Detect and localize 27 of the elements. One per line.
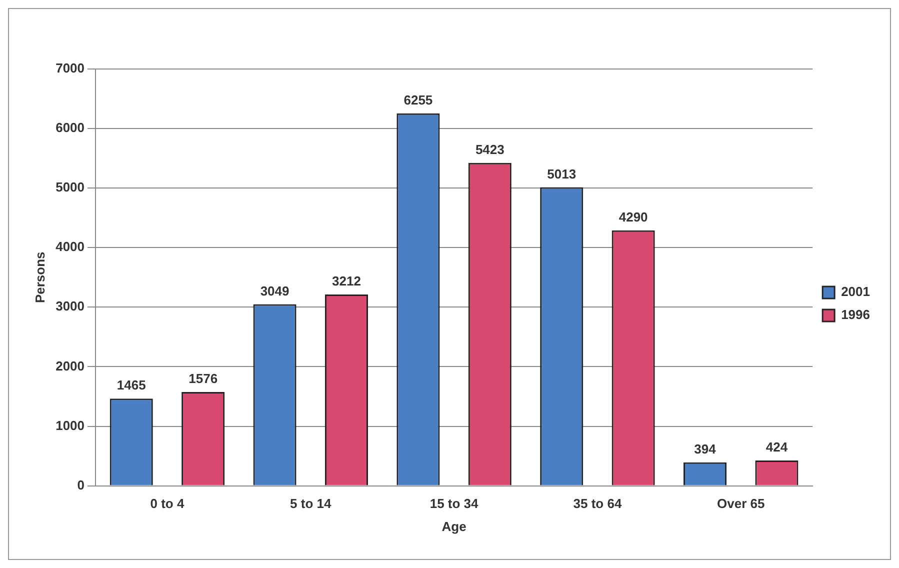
data-label: 3212 [332,274,361,289]
data-label: 1465 [116,378,146,393]
x-tick-label: 5 to 14 [290,496,332,512]
y-tick-label: 1000 [56,418,85,433]
y-tick-label: 6000 [56,120,85,136]
x-tick-label: 35 to 64 [573,496,622,512]
y-tick-label: 5000 [56,180,85,195]
data-label: 6255 [404,92,433,108]
data-label: 424 [766,440,788,455]
data-label: 3049 [260,283,290,298]
data-label: 394 [694,441,717,456]
x-tick-label: 0 to 4 [150,496,185,512]
x-tick-label: 15 to 34 [430,496,480,512]
y-tick-label: 0 [77,477,85,492]
y-tick-label: 7000 [56,60,85,76]
y-axis-title: Persons [32,252,48,304]
data-label: 4290 [618,209,648,224]
data-label: 5013 [547,166,576,182]
y-tick-label: 4000 [56,239,85,254]
y-tick-label: 2000 [56,358,85,374]
legend-label: 1996 [841,307,870,322]
x-axis-title: Age [442,518,466,534]
legend-label: 2001 [841,284,870,300]
data-label: 1576 [188,371,218,386]
y-tick-label: 3000 [56,298,85,314]
x-tick-label: Over 65 [717,496,765,512]
data-label: 5423 [475,142,504,157]
